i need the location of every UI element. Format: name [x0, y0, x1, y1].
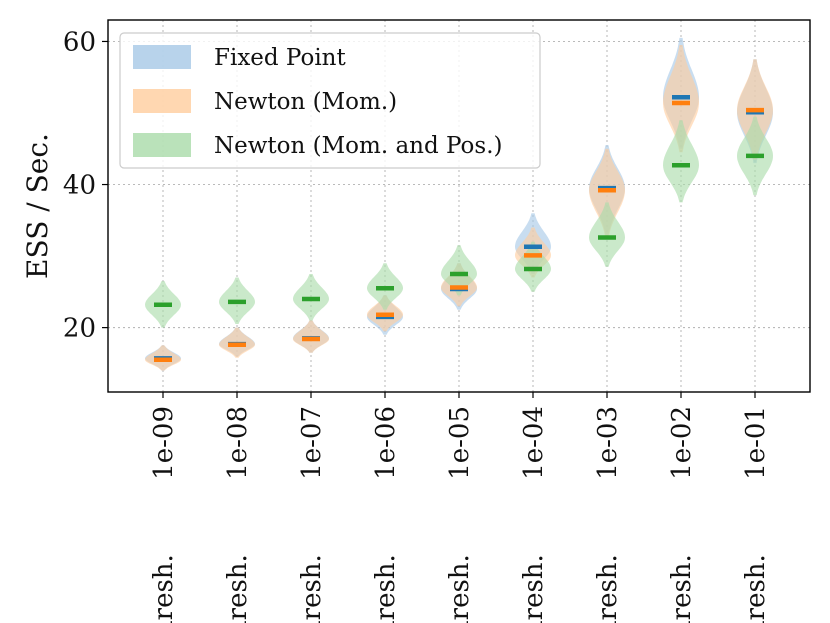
- legend-label-newton-mom-and-pos: Newton (Mom. and Pos.): [214, 133, 502, 159]
- x-tick-label: Thresh. 1e-02: [667, 406, 697, 623]
- violin-newton-mom-and-pos: [589, 202, 625, 267]
- legend: Fixed Point Newton (Mom.) Newton (Mom. and…: [119, 32, 541, 169]
- median-markers: [154, 95, 764, 363]
- x-tick-label: Thresh. 1e-08: [223, 406, 253, 623]
- legend-swatch-newton-mom-and-pos: [133, 133, 191, 157]
- x-tick-label: Thresh. 1e-07: [297, 406, 327, 623]
- y-tick-label: 40: [63, 171, 96, 201]
- x-tick-label: Thresh. 1e-04: [519, 406, 549, 623]
- legend-swatch-newton-mom: [133, 89, 191, 113]
- legend-box: [119, 32, 541, 169]
- x-tick-label: Thresh. 1e-01: [741, 406, 771, 623]
- y-tick-label: 20: [63, 314, 96, 344]
- legend-swatch-fixed-point: [133, 45, 191, 69]
- x-tick-label: Thresh. 1e-05: [445, 406, 475, 623]
- violin-newton-mom-and-pos: [441, 245, 477, 296]
- violin-newton-mom-and-pos: [663, 120, 699, 203]
- y-axis-label: ESS / Sec.: [21, 133, 54, 279]
- x-tick-label: Thresh. 1e-09: [149, 406, 179, 623]
- x-tick-label: Thresh. 1e-03: [593, 406, 623, 623]
- violin-newton-mom: [589, 148, 625, 239]
- x-tick-label: Thresh. 1e-06: [371, 406, 401, 623]
- y-tick-label: 60: [63, 27, 96, 57]
- y-axis-ticks: 20 40 60: [63, 27, 108, 344]
- x-axis-ticks: Thresh. 1e-09 Thresh. 1e-08 Thresh. 1e-07 T…: [149, 392, 771, 623]
- legend-label-fixed-point: Fixed Point: [214, 45, 346, 71]
- legend-label-newton-mom: Newton (Mom.): [214, 89, 397, 115]
